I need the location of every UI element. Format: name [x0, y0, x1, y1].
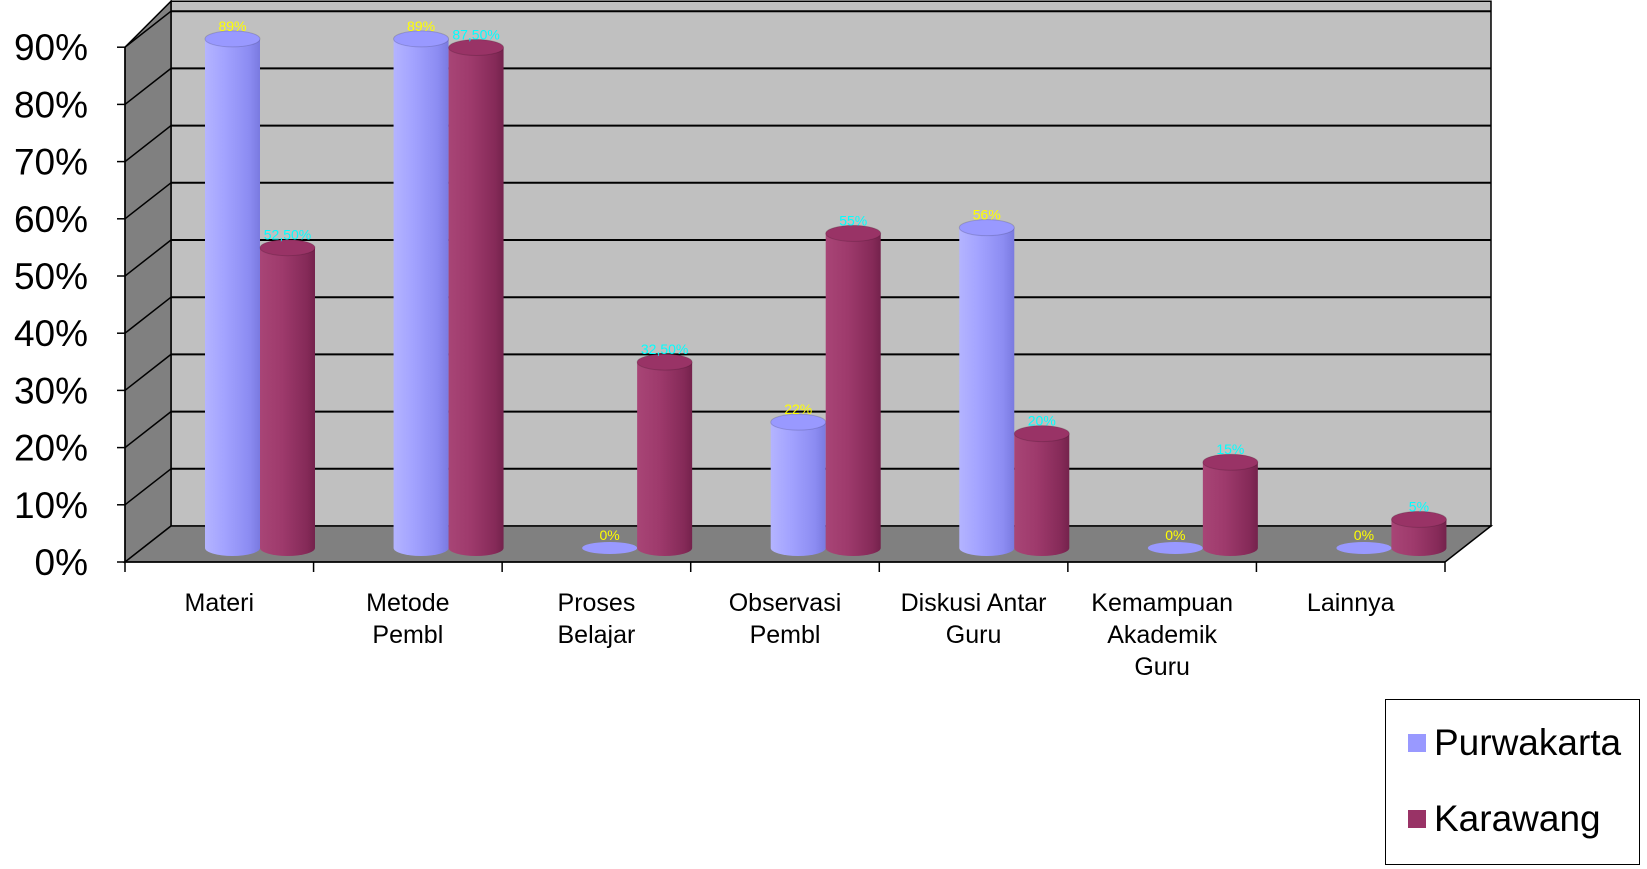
gridline-side	[124, 67, 172, 105]
data-label: 87,50%	[452, 27, 499, 43]
x-tick-label: Metode Pembl	[366, 589, 449, 649]
y-tick-label: 70%	[14, 142, 88, 183]
legend-swatch-karawang	[1408, 810, 1426, 828]
bar-karawang	[1013, 425, 1070, 556]
bar-body	[959, 227, 1015, 556]
x-tick-label: Proses Belajar	[558, 589, 636, 649]
y-tick-label: 80%	[14, 84, 88, 125]
gridline-side	[124, 353, 172, 391]
data-label: 52,50%	[264, 227, 311, 243]
bar-karawang	[636, 353, 693, 556]
bar-body	[448, 47, 504, 556]
y-tick-label: 10%	[14, 485, 88, 526]
bar-top	[204, 30, 261, 48]
y-tick-label: 90%	[14, 27, 88, 68]
bar-body	[825, 233, 881, 556]
legend-item-purwakarta: Purwakarta	[1408, 722, 1621, 764]
bar-karawang	[1202, 453, 1259, 556]
data-label: 89%	[407, 18, 435, 34]
data-label: 89%	[218, 18, 246, 34]
y-tick-label: 20%	[14, 428, 88, 469]
y-tick-label: 50%	[14, 256, 88, 297]
legend-label-purwakarta: Purwakarta	[1434, 722, 1622, 763]
data-label: 5%	[1409, 498, 1429, 514]
bar-top	[825, 224, 882, 242]
x-tick-label: Lainnya	[1307, 589, 1395, 617]
x-tick-label: Diskusi Antar Guru	[901, 589, 1047, 649]
bar-body	[770, 422, 826, 556]
data-label: 15%	[1216, 441, 1244, 457]
side-wall	[124, 0, 172, 564]
bar-purwakarta	[1336, 542, 1392, 554]
bar-karawang	[448, 39, 505, 556]
legend-item-karawang: Karawang	[1408, 798, 1601, 840]
bar-zero	[1336, 542, 1392, 554]
data-label: 56%	[973, 207, 1001, 223]
gridline-side	[124, 125, 172, 163]
legend-swatch-purwakarta	[1408, 734, 1426, 752]
bar-top	[958, 219, 1015, 237]
gridline-side	[124, 182, 172, 220]
bar-top	[1202, 453, 1259, 471]
gridline-side	[124, 468, 172, 506]
gridline-side	[124, 10, 172, 48]
bar-karawang	[1390, 510, 1447, 556]
data-label: 55%	[839, 212, 867, 228]
bar-karawang	[259, 239, 316, 556]
y-tick-label: 30%	[14, 370, 88, 411]
data-label: 22%	[784, 401, 812, 417]
x-tick-label: Observasi Pembl	[729, 589, 842, 649]
bar-purwakarta	[958, 219, 1015, 556]
bar-body	[1391, 519, 1447, 556]
bar-zero	[582, 542, 638, 554]
data-label: 20%	[1028, 413, 1056, 429]
bar-zero	[1147, 542, 1203, 554]
data-label: 0%	[1165, 527, 1185, 543]
bar-purwakarta	[770, 413, 827, 556]
gridline-side	[124, 411, 172, 449]
y-tick-label: 40%	[14, 313, 88, 354]
bar-purwakarta	[393, 30, 450, 556]
bar-top	[259, 239, 316, 257]
bar-body	[260, 247, 315, 556]
bar-top	[1013, 425, 1070, 443]
bar-body	[205, 38, 260, 557]
bar-top	[1390, 510, 1447, 528]
bar-top	[448, 39, 505, 56]
gridline-side	[124, 239, 172, 277]
bar-purwakarta	[204, 30, 261, 557]
data-label: 32,50%	[641, 341, 688, 357]
x-tick-label: Materi	[185, 589, 254, 617]
legend-label-karawang: Karawang	[1434, 798, 1601, 839]
bar-karawang	[825, 224, 882, 556]
bar-top	[393, 30, 450, 48]
bar-body	[637, 362, 693, 556]
bar-body	[1014, 433, 1070, 556]
y-tick-label: 60%	[14, 199, 88, 240]
data-label: 0%	[600, 527, 620, 543]
data-label: 0%	[1354, 527, 1374, 543]
gridline-side	[124, 296, 172, 334]
bar-body	[1202, 462, 1258, 556]
bar-purwakarta	[1147, 542, 1203, 554]
bar-body	[393, 38, 449, 556]
y-tick-label: 0%	[35, 542, 88, 583]
bar-purwakarta	[582, 542, 638, 554]
legend: Purwakarta Karawang	[1385, 699, 1640, 865]
x-tick-label: Kemampuan Akademik Guru	[1091, 589, 1233, 681]
bar-top	[636, 353, 693, 371]
